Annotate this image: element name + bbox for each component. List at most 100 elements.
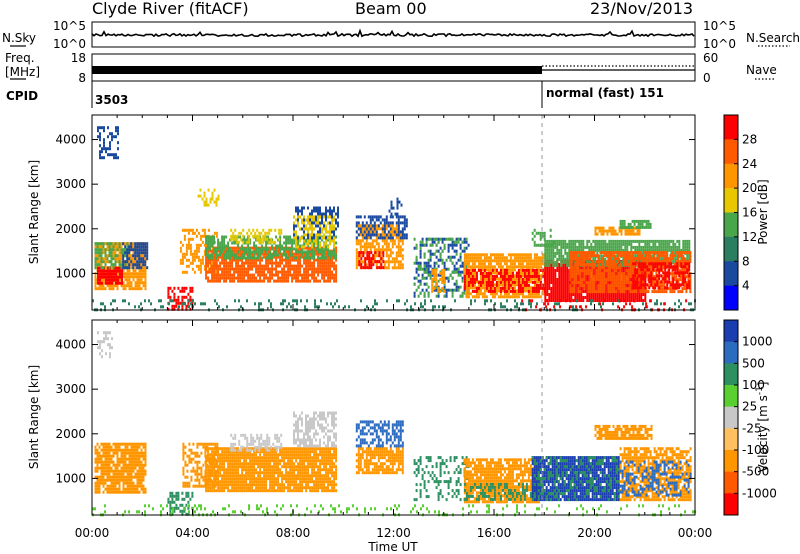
power-cell: [333, 233, 335, 237]
power-cell: [505, 268, 508, 272]
power-cell: [606, 284, 609, 287]
power-cell: [335, 227, 337, 231]
power-cell: [467, 262, 470, 266]
power-cell: [600, 248, 603, 252]
power-cell: [114, 260, 117, 264]
power-cell: [225, 244, 228, 248]
power-cell: [319, 227, 321, 231]
power-cell: [225, 270, 228, 274]
power-cell: [239, 273, 242, 277]
power-cell: [489, 265, 492, 269]
power-cell: [223, 256, 226, 260]
power-cell: [636, 260, 639, 263]
power-cell: [365, 239, 368, 243]
power-cell: [303, 245, 305, 249]
power-cell: [415, 255, 418, 259]
power-cell: [97, 281, 99, 285]
power-cell: [509, 274, 512, 278]
power-cell: [395, 236, 398, 240]
power-cell: [427, 273, 430, 277]
power-cell: [269, 258, 272, 262]
power-cell: [473, 271, 476, 275]
power-cell: [630, 245, 633, 249]
power-cell: [556, 278, 559, 281]
power-cell: [264, 237, 267, 241]
power-cell: [499, 283, 502, 287]
power-cell: [319, 256, 322, 260]
power-cell: [331, 258, 334, 262]
power-cell: [423, 255, 426, 259]
power-cell: [132, 278, 135, 282]
power-cell: [483, 295, 486, 299]
power-cell: [554, 281, 557, 284]
power-cell: [533, 234, 536, 238]
power-cell: [582, 266, 585, 269]
power-cell: [576, 245, 579, 249]
power-cell: [128, 266, 131, 270]
power-cell: [315, 276, 318, 280]
power-cell: [415, 288, 418, 292]
power-cell: [287, 249, 290, 253]
power-cell: [321, 270, 324, 274]
power-cell: [211, 264, 214, 268]
power-cell: [453, 282, 456, 286]
power-cell: [297, 270, 300, 274]
power-cell: [303, 273, 306, 277]
power-cell: [335, 264, 338, 268]
power-cell: [263, 264, 266, 268]
power-cell: [321, 247, 324, 251]
power-cell: [327, 261, 330, 265]
power-cell: [453, 249, 456, 253]
power-cell: [215, 231, 218, 235]
power-cell: [548, 242, 551, 246]
power-cell: [293, 215, 295, 219]
power-cell: [103, 126, 105, 130]
power-cell: [586, 239, 589, 243]
power-cell: [654, 242, 657, 246]
power-cell: [134, 245, 137, 249]
power-cell: [319, 221, 321, 225]
power-cell: [247, 238, 250, 242]
power-cell: [622, 296, 625, 299]
power-cell: [656, 248, 659, 252]
power-cell: [531, 237, 534, 241]
power-cell: [327, 238, 330, 242]
power-cell: [568, 242, 571, 246]
power-cell: [400, 203, 403, 207]
power-cell: [327, 273, 330, 277]
power-cell: [207, 238, 210, 242]
power-cell: [419, 255, 422, 259]
power-cell: [537, 289, 540, 293]
power-cell: [658, 248, 661, 252]
power-cell: [521, 265, 524, 269]
power-cell: [128, 260, 131, 264]
power-cell: [144, 278, 147, 282]
power-cell: [505, 271, 508, 275]
power-cell: [646, 245, 649, 249]
power-cell: [569, 251, 572, 255]
power-cell: [247, 273, 250, 277]
power-cell: [535, 259, 538, 263]
power-cell: [552, 296, 555, 299]
power-cell: [197, 249, 200, 253]
power-cell: [439, 289, 442, 293]
power-cell: [546, 257, 549, 261]
power-cell: [114, 242, 117, 246]
power-cell: [487, 262, 490, 266]
power-cell: [112, 263, 115, 267]
power-cell: [485, 274, 488, 278]
power-cell: [261, 270, 264, 274]
power-cell: [471, 256, 474, 260]
power-cell: [269, 253, 272, 257]
power-cell: [120, 251, 123, 255]
power-cell: [217, 194, 220, 198]
power-cell: [249, 276, 252, 280]
power-cell: [289, 273, 292, 277]
power-cell: [169, 286, 172, 290]
power-cell: [415, 258, 418, 262]
power-cell: [433, 240, 436, 244]
power-cell: [205, 203, 208, 207]
power-cell: [580, 239, 583, 243]
power-cell: [122, 284, 125, 288]
power-cell: [576, 239, 579, 243]
